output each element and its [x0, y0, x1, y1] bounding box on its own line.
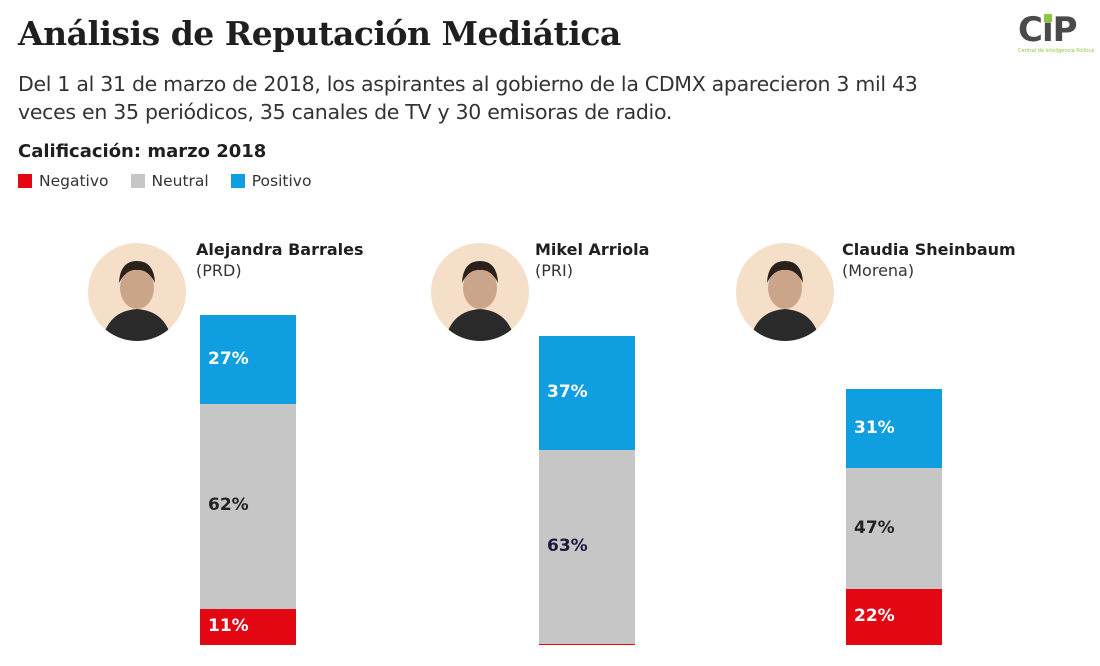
candidate-party: (PRI)	[535, 261, 573, 280]
legend-item-negativo: Negativo	[18, 172, 109, 190]
bar-label: 11%	[208, 615, 249, 636]
bar-segment-negativo	[846, 588, 942, 645]
candidate-portrait	[88, 243, 186, 341]
chart-title: Calificación: marzo 2018	[18, 141, 267, 162]
legend-swatch	[230, 174, 245, 188]
bar-segment-neutral	[200, 404, 296, 609]
bar-label: 37%	[547, 381, 588, 402]
legend-item-neutral: Neutral	[130, 172, 209, 190]
candidate-portrait	[736, 243, 834, 341]
bar-segment-positivo	[539, 336, 635, 450]
bar-label: 31%	[854, 417, 895, 438]
bar-segment-positivo	[846, 389, 942, 469]
legend-swatch	[130, 174, 145, 188]
bar-segment-neutral	[846, 468, 942, 589]
bar-segment-negativo	[200, 608, 296, 645]
bar-label: 27%	[208, 348, 249, 369]
bar-segment-positivo	[200, 315, 296, 405]
candidate-name: Alejandra Barrales	[196, 240, 364, 259]
page-title: Análisis de Reputación Mediática	[18, 14, 621, 53]
bar-label: 63%	[547, 535, 588, 556]
candidate-name: Mikel Arriola	[535, 240, 650, 259]
legend-swatch	[18, 174, 32, 188]
bar-label: 22%	[854, 605, 895, 626]
candidate-portrait	[431, 243, 529, 341]
legend-item-positivo: Positivo	[230, 172, 311, 190]
candidate-party: (Morena)	[842, 261, 915, 280]
candidate-name: Claudia Sheinbaum	[842, 240, 1016, 259]
bar-segment-neutral	[539, 449, 635, 644]
cip-logo: CiP Central de Inteligencia Política	[1018, 10, 1095, 54]
bar-label: 47%	[854, 517, 895, 538]
candidate-party: (PRD)	[196, 261, 242, 280]
bar-label: 62%	[208, 495, 249, 516]
legend: Negativo Neutral Positivo	[18, 172, 311, 190]
bar-segment-negativo	[539, 644, 635, 645]
subtitle: Del 1 al 31 de marzo de 2018, los aspira…	[18, 72, 918, 124]
